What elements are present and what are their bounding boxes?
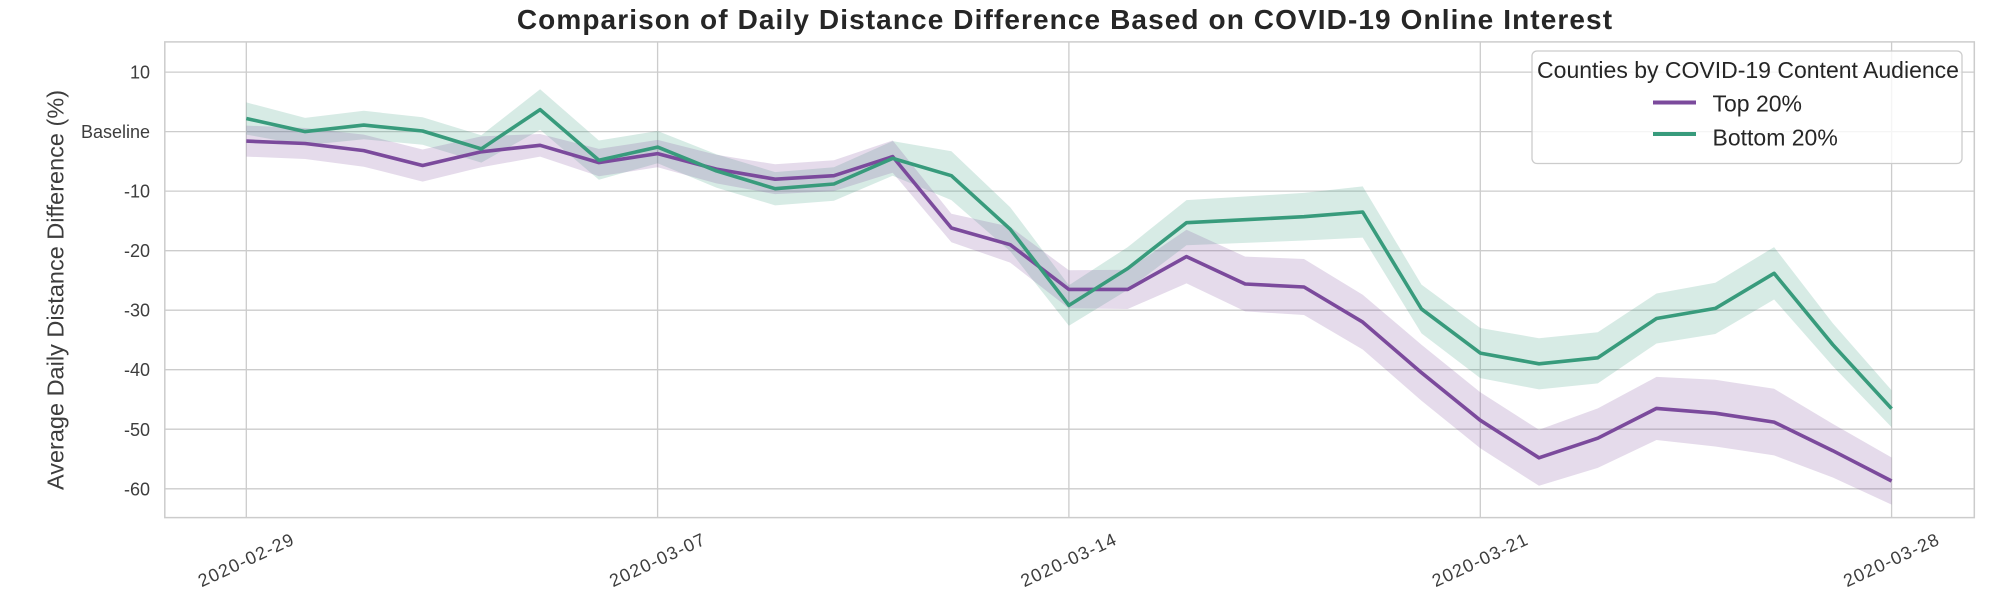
svg-text:Average Daily Distance Differe: Average Daily Distance Difference (%) bbox=[43, 90, 69, 490]
svg-text:-10: -10 bbox=[124, 182, 150, 202]
svg-text:Top 20%: Top 20% bbox=[1713, 91, 1803, 117]
svg-text:-30: -30 bbox=[124, 301, 150, 321]
svg-text:-20: -20 bbox=[124, 241, 150, 261]
svg-text:10: 10 bbox=[130, 63, 150, 83]
svg-text:-50: -50 bbox=[124, 420, 150, 440]
svg-text:Bottom 20%: Bottom 20% bbox=[1713, 125, 1838, 151]
svg-text:-40: -40 bbox=[124, 360, 150, 380]
svg-text:Comparison of Daily Distance D: Comparison of Daily Distance Difference … bbox=[517, 4, 1613, 35]
svg-text:Counties by COVID-19 Content A: Counties by COVID-19 Content Audience bbox=[1537, 57, 1959, 83]
svg-text:Baseline: Baseline bbox=[81, 122, 150, 142]
svg-text:-60: -60 bbox=[124, 479, 150, 499]
